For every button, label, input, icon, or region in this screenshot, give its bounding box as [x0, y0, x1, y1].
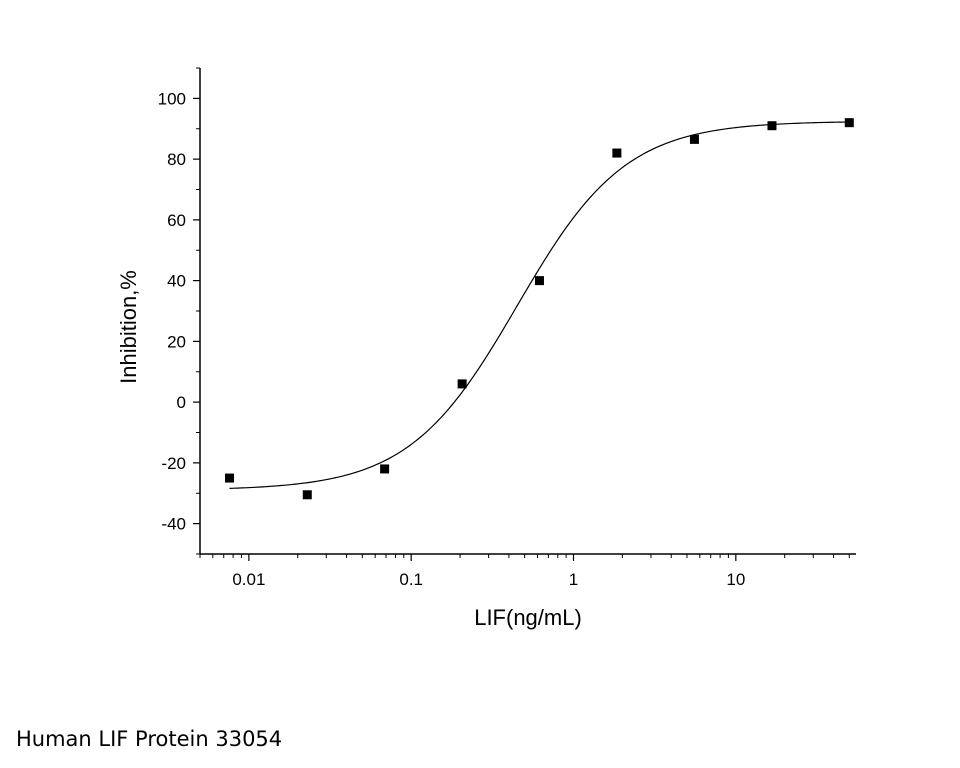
y-tick-label: 20: [167, 332, 186, 351]
data-points-layer: [225, 118, 854, 500]
data-point: [612, 148, 622, 158]
data-point: [380, 464, 390, 474]
data-point: [844, 118, 854, 128]
x-tick-label: 1: [569, 570, 578, 589]
data-point: [689, 134, 699, 144]
y-tick-label: 60: [167, 211, 186, 230]
fit-curve-line: [229, 121, 850, 489]
y-tick-label: -40: [161, 515, 186, 534]
data-point: [534, 276, 544, 286]
fit-curve-layer: [229, 121, 850, 489]
y-tick-label: 40: [167, 272, 186, 291]
data-point: [302, 490, 312, 500]
y-axis-title: Inhibition,%: [116, 270, 141, 384]
data-point: [225, 473, 235, 483]
figure-caption: Human LIF Protein 33054: [16, 727, 283, 751]
x-tick-label: 0.01: [232, 570, 265, 589]
y-tick-label: 80: [167, 150, 186, 169]
y-tick-label: 0: [177, 393, 186, 412]
y-tick-label: 100: [158, 89, 186, 108]
y-tick-label: -20: [161, 454, 186, 473]
x-tick-label: 10: [726, 570, 745, 589]
x-axis-title: LIF(ng/mL): [474, 605, 582, 630]
data-point: [767, 121, 777, 131]
x-tick-label: 0.1: [399, 570, 423, 589]
data-point: [457, 379, 467, 389]
axes-layer: -40 -20 0 20 40 60 80 100 0.01 0.1 1 10: [158, 67, 856, 589]
